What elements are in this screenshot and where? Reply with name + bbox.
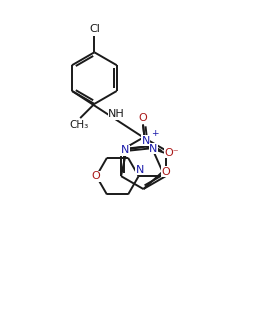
Text: N: N — [149, 144, 158, 154]
Text: +: + — [151, 129, 159, 138]
Text: N: N — [136, 165, 144, 175]
Text: O: O — [91, 171, 100, 181]
Text: NH: NH — [108, 109, 125, 119]
Text: O: O — [161, 167, 170, 177]
Text: O⁻: O⁻ — [165, 148, 180, 158]
Text: CH₃: CH₃ — [69, 120, 88, 130]
Text: O: O — [139, 113, 147, 123]
Text: N: N — [121, 145, 129, 156]
Text: N: N — [141, 136, 150, 146]
Text: Cl: Cl — [89, 24, 100, 34]
